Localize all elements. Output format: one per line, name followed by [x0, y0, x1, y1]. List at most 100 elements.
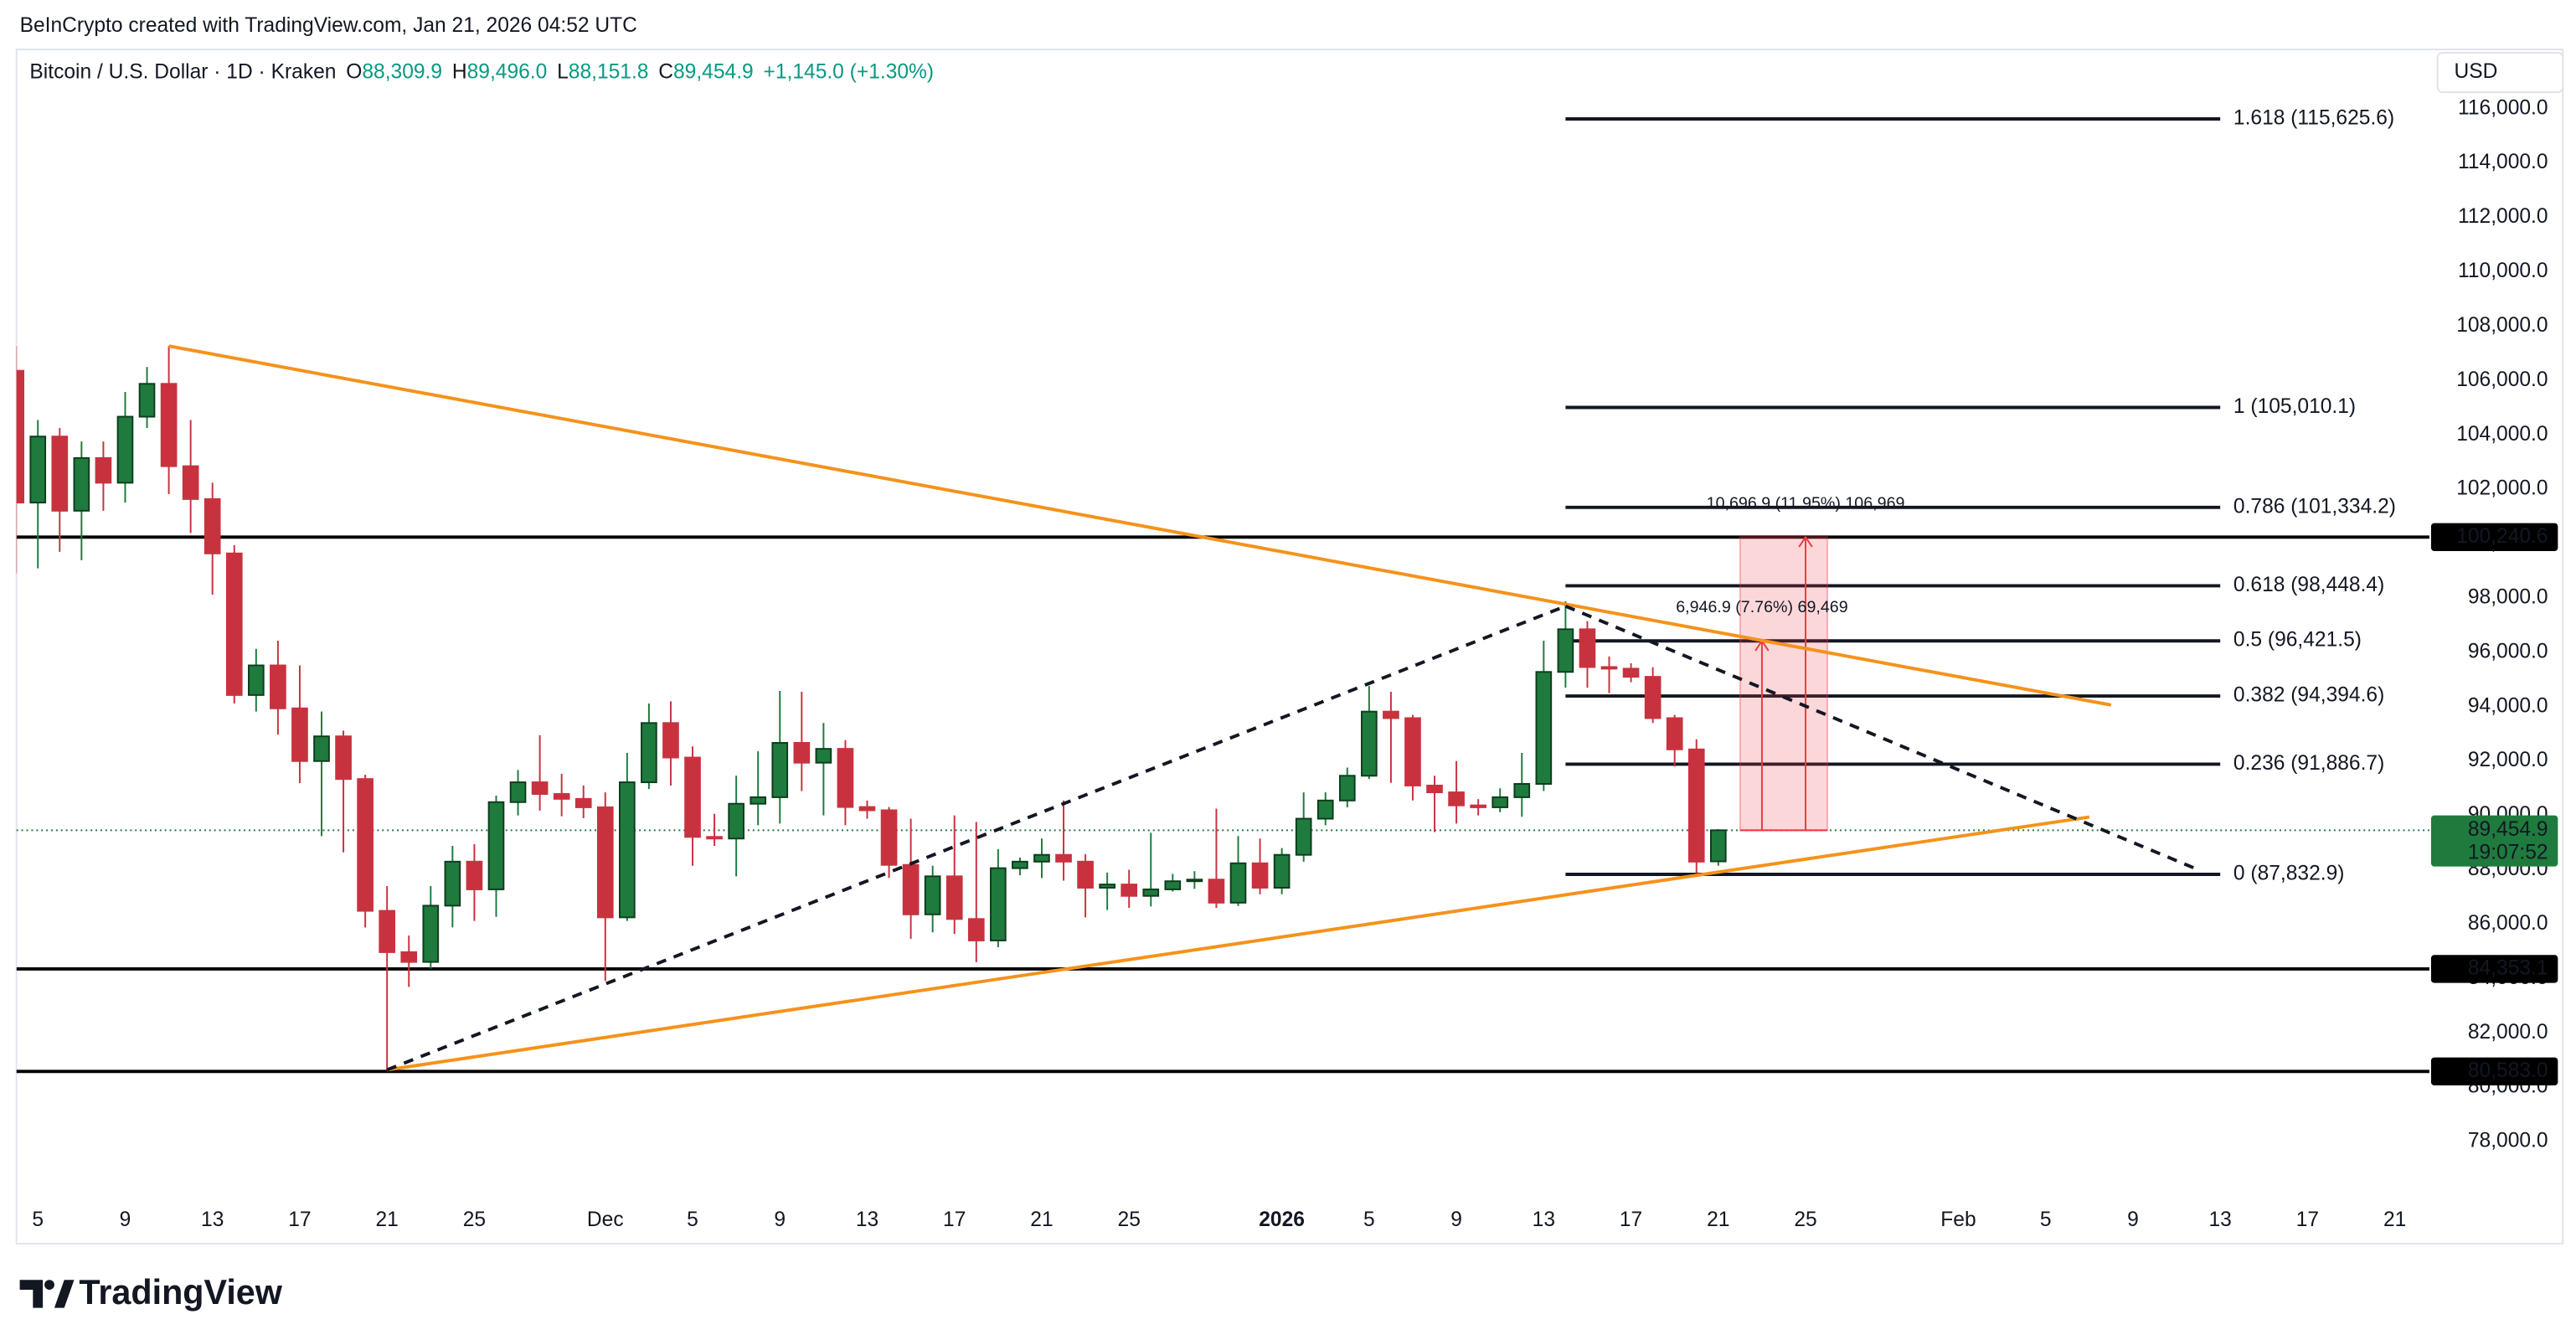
y-tick-label: 102,000.0 [2456, 477, 2548, 500]
candle-body [1186, 879, 1203, 883]
level-box [2430, 523, 2558, 552]
fib-label: 0.5 (96,421.5) [2233, 629, 2362, 652]
x-tick-label: 5 [1363, 1209, 1375, 1231]
candle-body [291, 707, 308, 762]
candle-body [1273, 853, 1291, 889]
candle-body [858, 806, 876, 812]
logo [19, 1280, 75, 1308]
y-tick-label: 78,000.0 [2468, 1130, 2548, 1152]
change: +1,145.0 (+1.30%) [764, 60, 935, 83]
level-box [2430, 1057, 2558, 1085]
candle-body [1644, 676, 1662, 719]
x-tick-label: 17 [1620, 1209, 1642, 1231]
symbol-line: Bitcoin / U.S. Dollar · 1D · Kraken O88,3… [29, 60, 934, 83]
candle-body [1361, 710, 1378, 777]
candle-body [335, 735, 352, 781]
fib-label: 0.618 (98,448.4) [2233, 574, 2384, 596]
projection-label: 6,946.9 (7.76%) 69,469 [1676, 598, 1847, 616]
arrow-head [1798, 535, 1813, 548]
candle-body [1622, 667, 1640, 678]
candle-body [95, 456, 112, 484]
level-box [2430, 955, 2558, 983]
y-tick-label: 114,000.0 [2458, 151, 2548, 173]
candle-body [1448, 791, 1465, 807]
candle-body [924, 875, 941, 915]
candle-body [1513, 783, 1531, 798]
candle-body [487, 801, 505, 890]
ohlc-value: 89,454.9 [673, 60, 754, 83]
countdown: 19:07:52 [2468, 841, 2548, 863]
candle-body [400, 951, 418, 963]
candle-body [225, 552, 243, 696]
plot [16, 117, 2429, 1074]
x-tick-label: 25 [1118, 1209, 1141, 1231]
currency-box[interactable] [2436, 51, 2564, 94]
candle-body [967, 918, 985, 941]
candle-body [247, 664, 265, 696]
ohlc-key: H [452, 60, 467, 83]
y-tick-label: 86,000.0 [2468, 912, 2548, 935]
y-tick-label: 94,000.0 [2468, 694, 2548, 717]
currency[interactable]: USD [2454, 60, 2497, 83]
candle-body [116, 415, 134, 484]
x-tick-label: 13 [1533, 1209, 1555, 1231]
ohlc-value: 88,309.9 [362, 60, 442, 83]
y-tick-label: 92,000.0 [2468, 749, 2548, 771]
candle-body [1338, 775, 1356, 801]
candle-body [880, 809, 898, 866]
candle-body [619, 781, 636, 919]
candle-body [1383, 710, 1399, 719]
candle-body [1557, 628, 1574, 673]
trend-line [1564, 604, 2199, 872]
x-tick-label: Dec [587, 1209, 624, 1231]
candle-body [641, 722, 657, 784]
candle-body [728, 802, 744, 840]
y-tick-label: 112,000.0 [2458, 205, 2548, 228]
ohlc-value: 89,496.0 [467, 60, 548, 83]
x-tick-label: 13 [2209, 1209, 2232, 1231]
candle-body [16, 369, 25, 504]
candle-body [1709, 829, 1727, 863]
candle-body [662, 722, 679, 759]
candle-body [815, 748, 832, 764]
y-tick-label: 98,000.0 [2468, 586, 2548, 609]
credit: BeInCrypto created with TradingView.com,… [20, 14, 637, 37]
symbol: Bitcoin / U.S. Dollar · 1D · Kraken [29, 60, 336, 83]
x-tick-label: 13 [201, 1209, 224, 1231]
fib-label: 1.618 (115,625.6) [2233, 106, 2394, 129]
candle-body [160, 383, 178, 467]
candle-body [1316, 799, 1334, 820]
candle-body [1404, 717, 1421, 786]
last-price-box [2430, 815, 2558, 867]
x-tick-label: 5 [2040, 1209, 2052, 1231]
fib-label: 0.236 (91,886.7) [2233, 752, 2384, 775]
ohlc-value: 88,151.8 [569, 60, 649, 83]
candle-body [1666, 717, 1683, 750]
candle-body [1492, 796, 1509, 808]
brand: TradingView [79, 1273, 282, 1312]
candle-body [1687, 748, 1705, 863]
candle-body [1012, 860, 1028, 869]
level-label: 80,583.0 [2468, 1059, 2548, 1082]
candle-body [553, 793, 570, 800]
candle-body [444, 860, 461, 907]
ohlc-key: C [658, 60, 673, 83]
candle-body [138, 383, 156, 418]
candle-body [771, 742, 789, 798]
candle-body [574, 797, 592, 808]
x-tick-label: 17 [288, 1209, 311, 1231]
candle-body [509, 781, 527, 803]
candle-body [466, 860, 483, 890]
y-tick-label: 96,000.0 [2468, 640, 2548, 662]
trend-line [386, 604, 1567, 1072]
y-tick-label: 82,000.0 [2468, 1021, 2548, 1044]
fib-label: 0.786 (101,334.2) [2233, 495, 2396, 518]
candle-body [1251, 862, 1269, 889]
candle-body [270, 664, 286, 709]
fib-label: 0.382 (94,394.6) [2233, 684, 2384, 707]
candle-body [29, 436, 47, 504]
x-tick-label: Feb [1940, 1209, 1976, 1231]
x-tick-label: 9 [120, 1209, 131, 1231]
